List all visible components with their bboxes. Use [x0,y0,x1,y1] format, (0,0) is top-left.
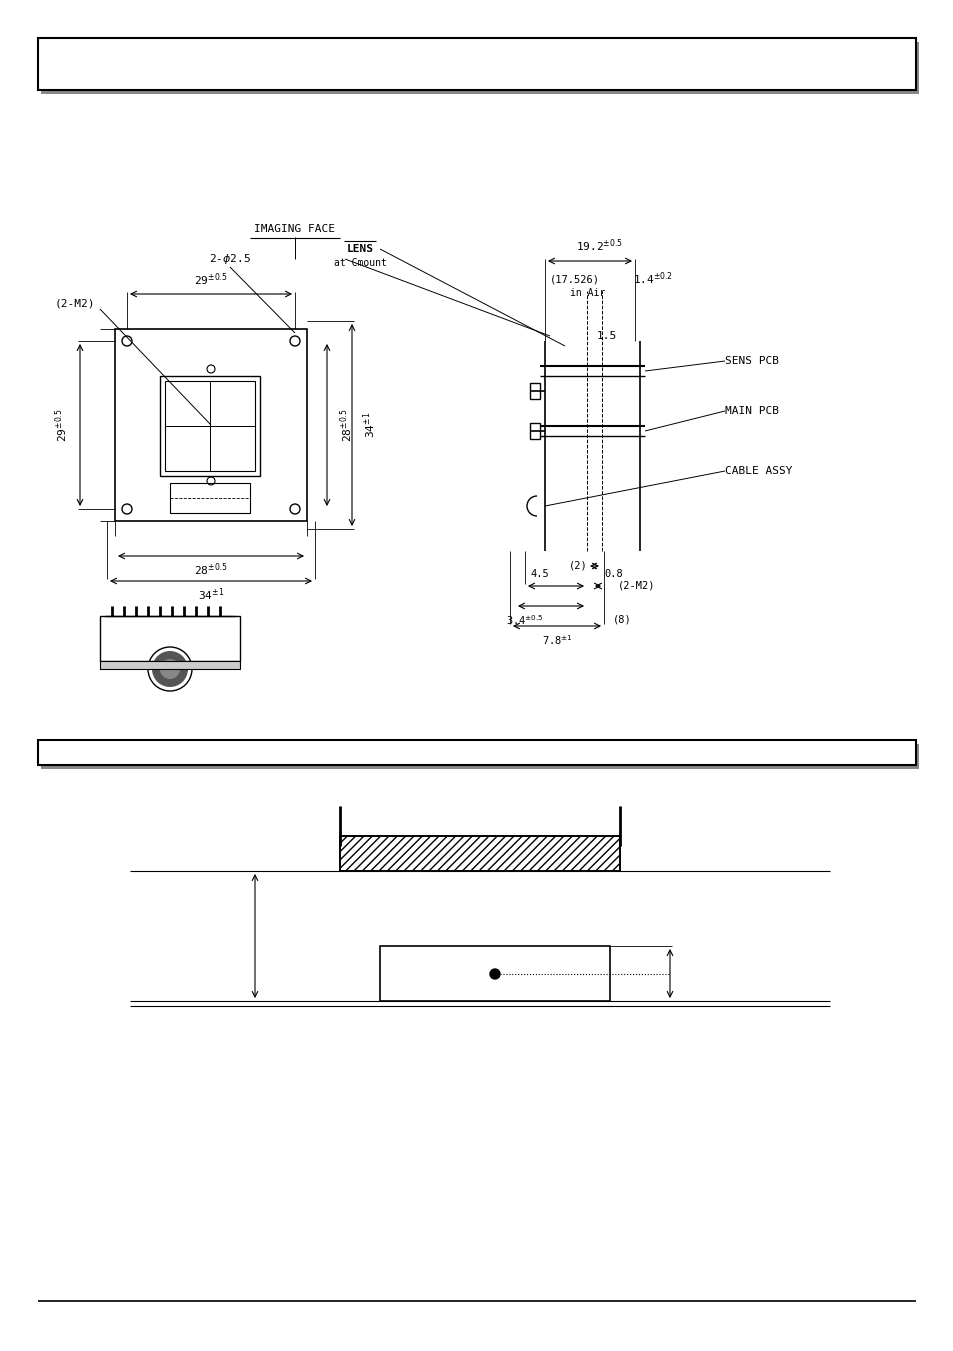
Bar [165,381,254,471]
Text: 7.8$^{\pm1}$: 7.8$^{\pm1}$ [541,634,572,647]
Text: (8): (8) [612,615,631,626]
Text: 2-$\phi$2.5: 2-$\phi$2.5 [209,253,251,266]
Circle shape [490,969,499,979]
Text: MAIN PCB: MAIN PCB [724,407,779,416]
Text: in Air: in Air [570,288,605,299]
Text: 28$^{\pm0.5}$: 28$^{\pm0.5}$ [194,562,228,578]
Text: 29$^{\pm0.5}$: 29$^{\pm0.5}$ [53,408,71,442]
Text: 0.8: 0.8 [604,569,622,580]
Text: 4.5: 4.5 [530,569,549,580]
Bar [41,42,918,95]
Bar [38,38,915,91]
Text: IMAGING FACE: IMAGING FACE [254,224,335,234]
Circle shape [160,659,180,680]
Bar [379,946,609,1001]
Text: 28$^{\pm0.5}$: 28$^{\pm0.5}$ [338,408,355,442]
Bar [41,744,918,769]
Bar [100,616,240,661]
Bar [170,484,250,513]
Text: 34$^{\pm1}$: 34$^{\pm1}$ [197,586,224,604]
Bar [530,423,539,439]
Bar [530,382,539,399]
Bar [115,330,307,521]
Text: (2-M2): (2-M2) [54,299,95,309]
Text: LENS: LENS [346,245,374,254]
Text: (2): (2) [568,561,587,571]
Text: CABLE ASSY: CABLE ASSY [724,466,792,476]
Text: 1.5: 1.5 [597,331,617,340]
Text: at Cmount: at Cmount [334,258,386,267]
Bar [38,740,915,765]
Text: 19.2$^{\pm0.5}$: 19.2$^{\pm0.5}$ [576,238,623,254]
Bar [339,836,619,871]
Text: (2-M2): (2-M2) [618,581,655,590]
Text: (17.526): (17.526) [550,274,599,284]
Bar [160,376,260,476]
Circle shape [152,651,188,688]
Bar [100,661,240,669]
Text: SENS PCB: SENS PCB [724,357,779,366]
Text: 1.4$^{\pm0.2}$: 1.4$^{\pm0.2}$ [633,270,672,288]
Text: 3.4$^{\pm0.5}$: 3.4$^{\pm0.5}$ [506,613,543,627]
Text: 29$^{\pm0.5}$: 29$^{\pm0.5}$ [194,272,228,288]
Bar [339,836,619,871]
Text: 34$^{\pm1}$: 34$^{\pm1}$ [361,412,378,438]
